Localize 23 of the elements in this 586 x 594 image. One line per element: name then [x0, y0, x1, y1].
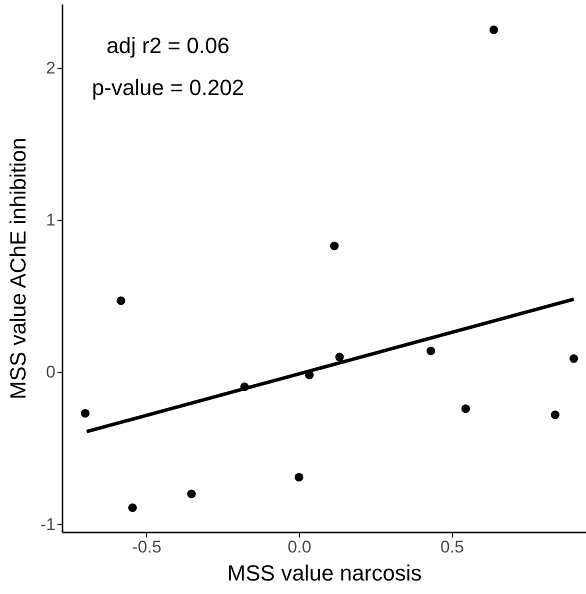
y-axis-title: MSS value AChE inhibition — [5, 138, 30, 400]
point — [128, 503, 137, 512]
y-tick-label: 1 — [46, 210, 56, 230]
point — [330, 242, 339, 250]
y-tick-label: 2 — [46, 58, 56, 78]
point — [569, 354, 578, 363]
x-tick-label: -0.5 — [132, 538, 162, 556]
point — [426, 346, 436, 356]
annotation: p-value = 0.202 — [92, 75, 244, 100]
point — [335, 352, 344, 362]
point — [489, 26, 498, 34]
y-tick-label: 0 — [46, 362, 56, 382]
y-tick-label: -1 — [40, 514, 56, 534]
point — [116, 296, 126, 306]
point — [550, 410, 560, 420]
x-tick-label: 0.5 — [440, 538, 464, 556]
x-tick-label: 0.0 — [288, 538, 312, 556]
point — [294, 472, 304, 482]
x-axis-title: MSS value narcosis — [227, 560, 422, 586]
annotation: adj r2 = 0.06 — [106, 33, 230, 58]
point — [80, 408, 90, 418]
point — [187, 490, 196, 498]
point — [461, 404, 470, 414]
